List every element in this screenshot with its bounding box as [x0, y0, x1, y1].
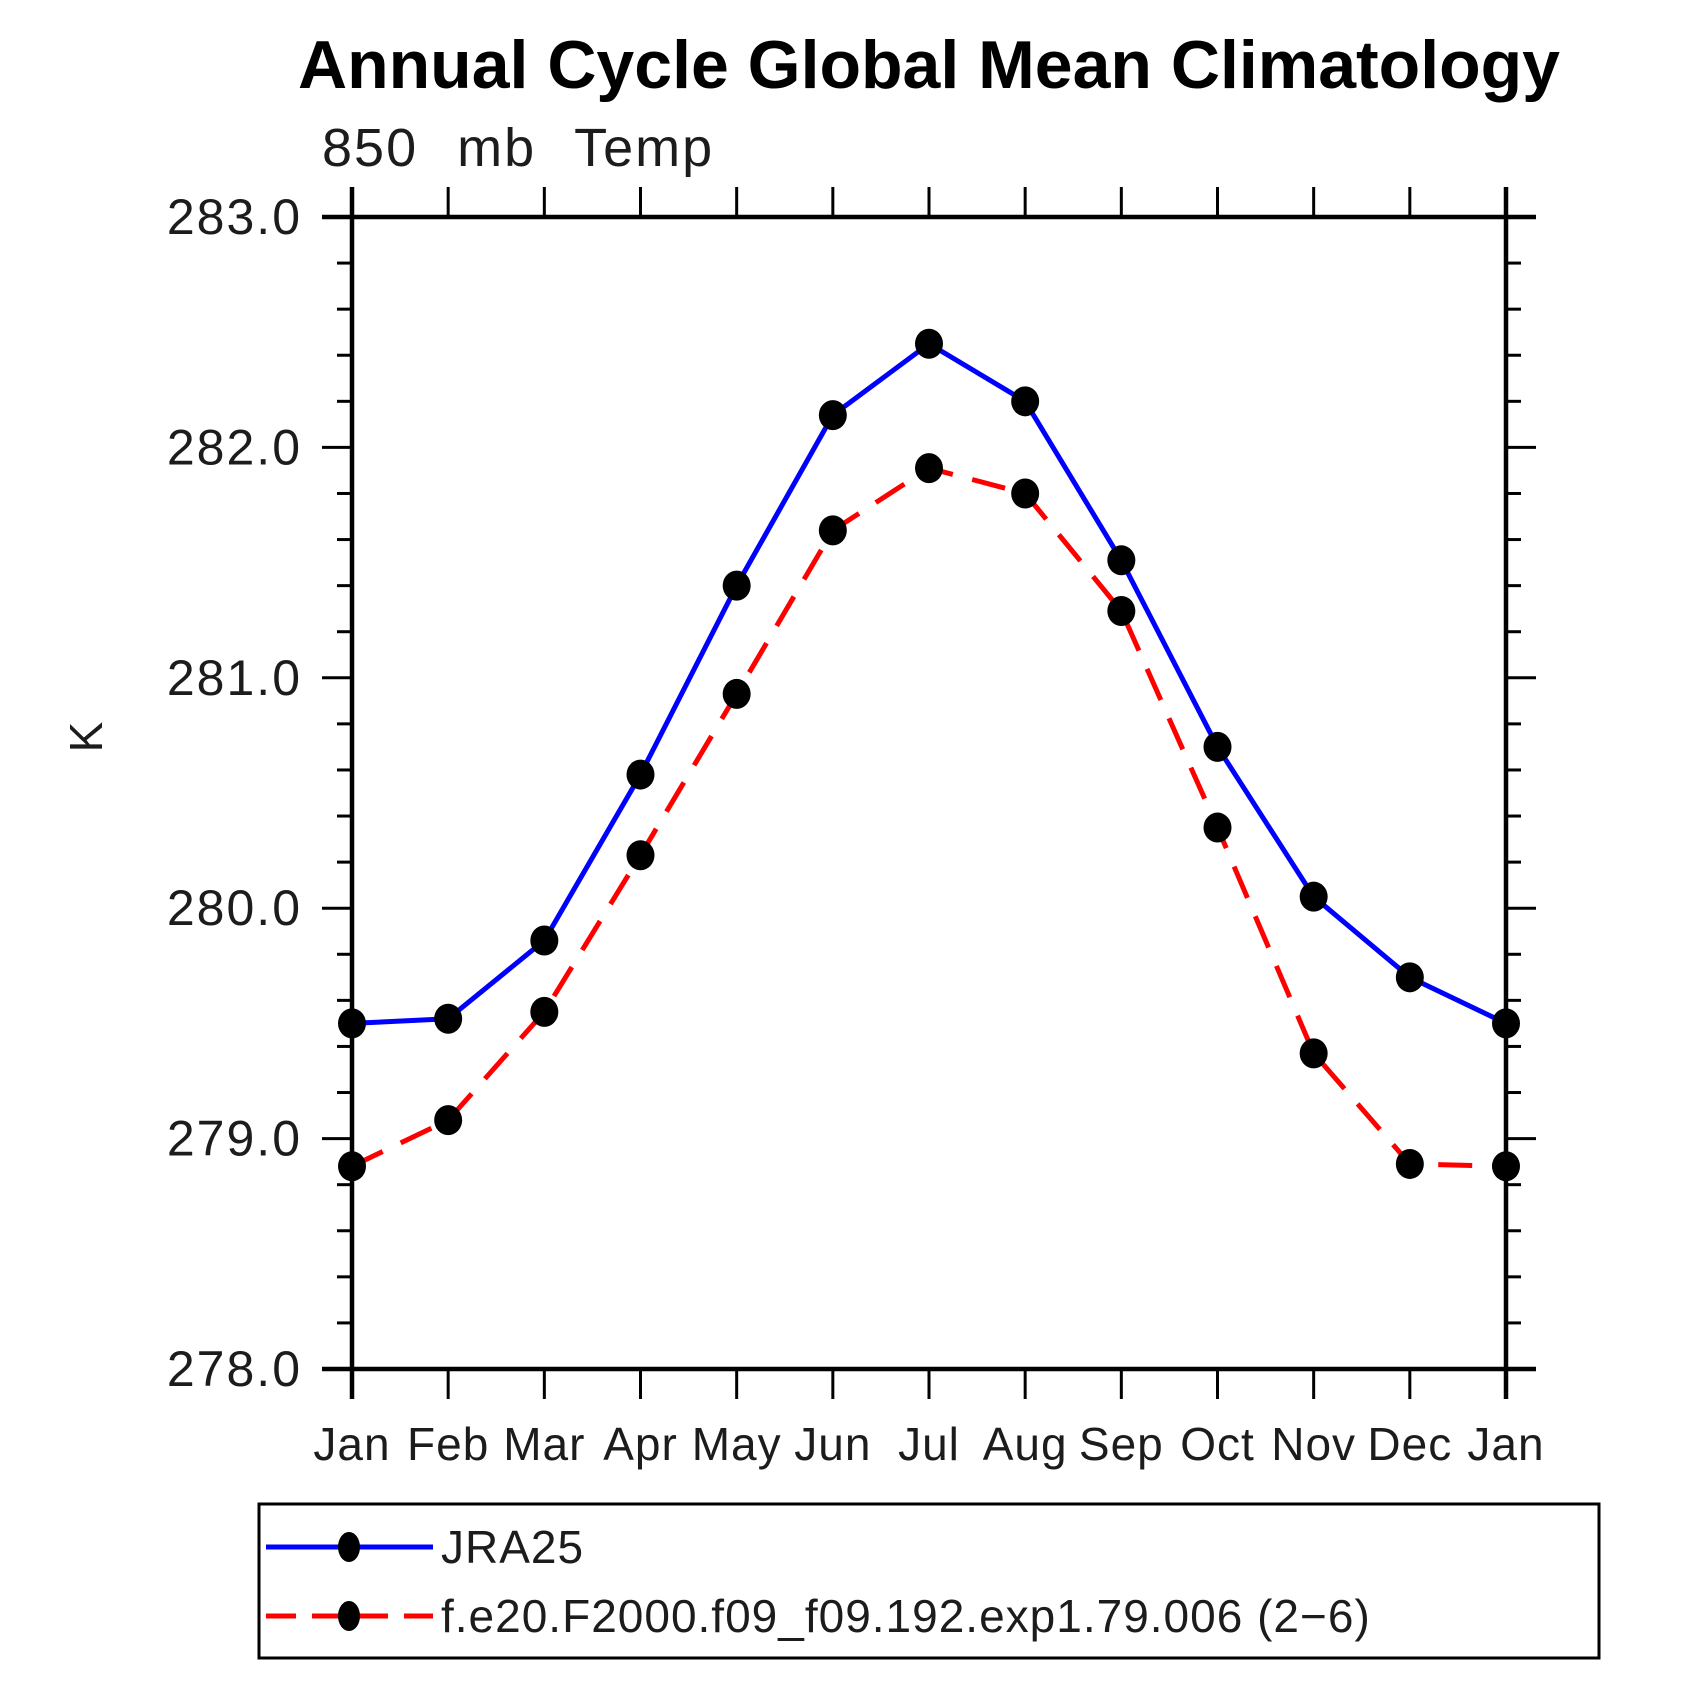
series-line-1	[350, 465, 1507, 1169]
legend-label-jra25: JRA25	[441, 1521, 584, 1573]
data-point-0	[530, 925, 559, 956]
data-point-1	[434, 1105, 463, 1136]
y-axis-label: K	[60, 721, 112, 752]
x-tick-label: Jul	[898, 1418, 960, 1470]
legend-marker-model	[338, 1601, 360, 1631]
x-axis-ticks: Jan Feb Mar Apr May Jun Jul Aug Sep Oct Nov Dec Jan	[313, 187, 1544, 1470]
y-axis-ticks: 283.0 282.0 281.0 280.0 279.0 278.0	[167, 189, 1536, 1397]
data-point-1	[1203, 812, 1232, 843]
page-title: Annual Cycle Global Mean Climatology	[298, 27, 1560, 103]
series-line-0	[351, 341, 1508, 1026]
data-point-0	[626, 759, 655, 790]
data-point-0	[915, 328, 943, 359]
y-tick-label: 280.0	[167, 880, 302, 936]
x-tick-label: Dec	[1367, 1418, 1452, 1470]
data-point-1	[1492, 1151, 1520, 1182]
x-tick-label: Sep	[1079, 1418, 1164, 1470]
data-point-1	[915, 453, 943, 484]
x-tick-label: Jan	[313, 1418, 390, 1470]
data-point-0	[1299, 881, 1328, 912]
legend-marker-jra25	[338, 1532, 360, 1562]
legend: JRA25 f.e20.F2000.f09_f09.192.exp1.79.00…	[257, 1502, 1601, 1660]
legend-box	[257, 1502, 1601, 1660]
x-tick-label: Feb	[407, 1418, 489, 1470]
x-tick-label: Nov	[1271, 1418, 1356, 1470]
data-point-1	[530, 996, 559, 1027]
x-tick-label: Jun	[794, 1418, 871, 1470]
data-point-0	[1395, 962, 1424, 993]
y-tick-label: 282.0	[167, 419, 302, 475]
data-point-1	[1011, 478, 1040, 509]
data-point-1	[1395, 1148, 1424, 1179]
plot-frame	[322, 187, 1536, 1399]
data-point-1	[818, 515, 847, 546]
data-point-0	[1011, 386, 1040, 417]
data-series	[338, 328, 1520, 1182]
data-point-0	[1203, 731, 1232, 762]
data-point-0	[818, 400, 847, 431]
data-point-1	[1299, 1038, 1328, 1069]
x-tick-label: May	[692, 1418, 782, 1470]
x-tick-label: Jan	[1467, 1418, 1544, 1470]
data-point-0	[1492, 1008, 1520, 1039]
y-tick-label: 278.0	[167, 1341, 302, 1397]
data-point-1	[1107, 595, 1136, 626]
data-point-0	[434, 1003, 463, 1034]
y-tick-label: 279.0	[167, 1111, 302, 1167]
data-point-0	[722, 570, 751, 601]
x-tick-label: Apr	[603, 1418, 678, 1470]
legend-label-model: f.e20.F2000.f09_f09.192.exp1.79.006 (2−6…	[441, 1590, 1371, 1642]
y-tick-label: 283.0	[167, 189, 302, 245]
data-point-0	[338, 1008, 366, 1039]
data-point-1	[338, 1151, 366, 1182]
data-point-0	[1107, 545, 1136, 576]
plot-subtitle: 850 mb Temp	[322, 118, 714, 178]
data-point-1	[626, 840, 655, 871]
x-tick-label: Mar	[503, 1418, 585, 1470]
y-tick-label: 281.0	[167, 650, 302, 706]
x-tick-label: Aug	[983, 1418, 1068, 1470]
x-tick-label: Oct	[1180, 1418, 1255, 1470]
data-point-1	[722, 678, 751, 709]
